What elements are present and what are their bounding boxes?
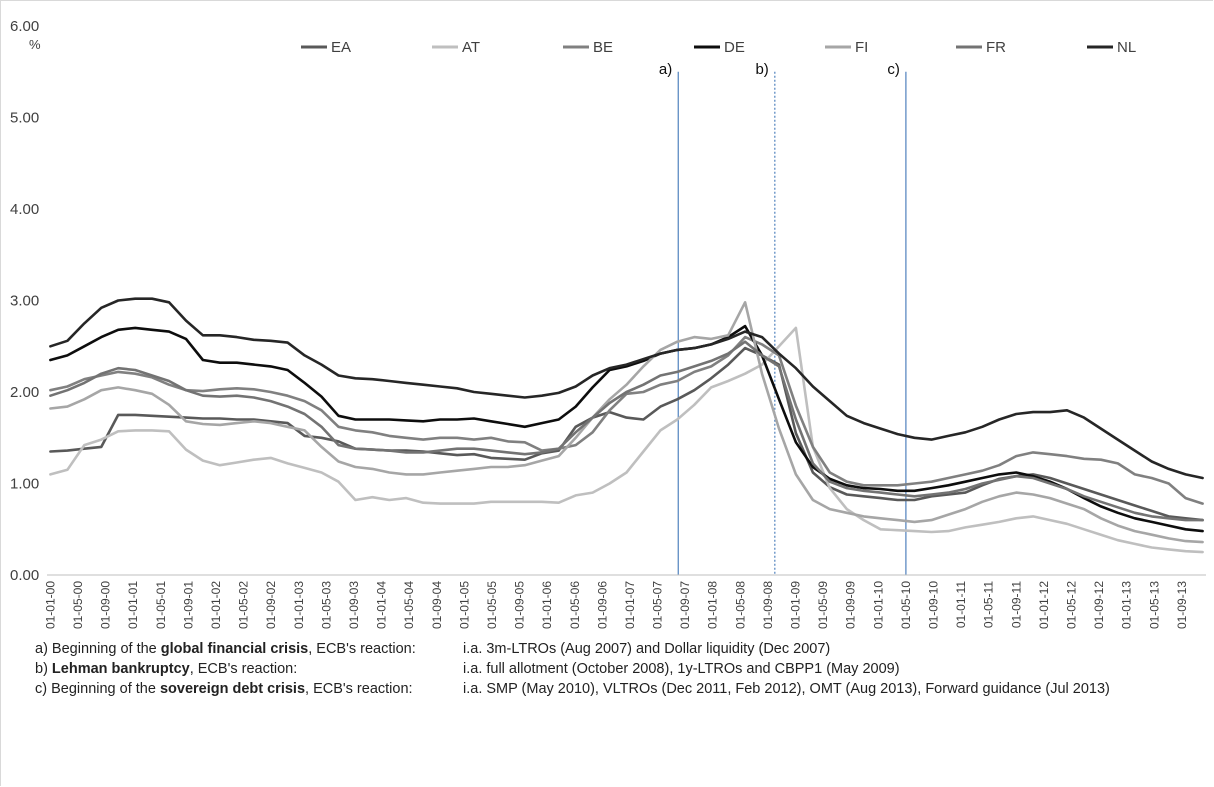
note-b-reaction: i.a. full allotment (October 2008), 1y-L… <box>463 661 900 677</box>
note-b-label: b) Lehman bankruptcy, ECB's reaction: <box>35 661 298 677</box>
series-line-fi <box>49 300 1204 544</box>
series-lines <box>49 297 1204 554</box>
line-chart: a) b) c) 0.00 1.00 2.00 3.00 4.00 5.00 6.00% 01-… <box>10 18 1206 629</box>
x-tick-label: 01-05-09 <box>816 581 830 629</box>
x-tick-label: 01-09-02 <box>264 581 278 629</box>
legend-label: EA <box>331 39 351 56</box>
x-tick-label: 01-01-03 <box>292 581 306 629</box>
note-c: c) Beginning of the sovereign debt crisi… <box>35 679 1163 699</box>
series-line-nl <box>49 297 1204 480</box>
note-a-label: a) Beginning of the global financial cri… <box>35 641 416 657</box>
series-line-at <box>49 326 1204 554</box>
legend-label: DE <box>724 39 745 56</box>
x-tick-label: 01-09-03 <box>347 581 361 629</box>
legend-label: AT <box>462 39 480 56</box>
x-axis: 01-01-00 01-05-00 01-09-00 01-01-01 01-05-01… <box>43 574 1206 629</box>
y-tick-label: 4.00 <box>10 201 39 218</box>
series-line-de <box>49 324 1204 533</box>
x-tick-label: 01-05-02 <box>237 581 251 629</box>
x-tick-label: 01-05-06 <box>568 581 582 629</box>
x-tick-label: 01-01-07 <box>623 581 637 629</box>
x-tick-label: 01-09-11 <box>1009 581 1023 628</box>
x-tick-label: 01-05-10 <box>899 581 913 629</box>
x-tick-label: 01-05-01 <box>154 581 168 629</box>
legend: EA AT BE DE FI FR NL <box>301 39 1136 56</box>
x-tick-label: 01-01-11 <box>954 581 968 628</box>
x-tick-label: 01-01-02 <box>209 581 223 629</box>
x-tick-label: 01-05-11 <box>982 581 996 628</box>
y-tick-label: 2.00 <box>10 384 39 401</box>
y-tick-label: 5.00 <box>10 110 39 127</box>
x-tick-label: 01-09-06 <box>595 581 609 629</box>
y-axis: 0.00 1.00 2.00 3.00 4.00 5.00 6.00% <box>10 18 41 584</box>
x-tick-label: 01-01-00 <box>43 581 57 629</box>
x-tick-label: 01-05-12 <box>1064 581 1078 629</box>
x-tick-label: 01-05-08 <box>733 581 747 629</box>
x-tick-label: 01-01-12 <box>1037 581 1051 629</box>
event-marker-label: a) <box>659 61 672 78</box>
legend-label: BE <box>593 39 613 56</box>
event-marker-label: c) <box>887 61 900 78</box>
y-axis-unit: % <box>29 37 41 52</box>
y-tick-label: 6.00 <box>10 18 39 35</box>
x-tick-label: 01-01-13 <box>1120 581 1134 629</box>
series-line-be <box>49 335 1204 505</box>
x-tick-label: 01-09-13 <box>1175 581 1189 629</box>
x-tick-label: 01-05-04 <box>402 581 416 629</box>
x-tick-label: 01-09-10 <box>926 581 940 629</box>
note-c-label: c) Beginning of the sovereign debt crisi… <box>35 681 413 697</box>
x-tick-label: 01-01-01 <box>126 581 140 629</box>
x-tick-label: 01-05-00 <box>71 581 85 629</box>
note-c-reaction: i.a. SMP (May 2010), VLTROs (Dec 2011, F… <box>463 681 1110 697</box>
x-tick-label: 01-01-04 <box>375 581 389 629</box>
x-tick-label: 01-05-13 <box>1147 581 1161 629</box>
x-tick-label: 01-01-09 <box>789 581 803 629</box>
x-tick-label: 01-05-07 <box>651 581 665 629</box>
event-marker-label: b) <box>755 61 768 78</box>
x-tick-label: 01-09-01 <box>181 581 195 629</box>
note-a: a) Beginning of the global financial cri… <box>35 639 1163 659</box>
note-a-reaction: i.a. 3m-LTROs (Aug 2007) and Dollar liqu… <box>463 641 831 657</box>
y-tick-label: 1.00 <box>10 476 39 493</box>
x-tick-label: 01-09-07 <box>678 581 692 629</box>
annotation-notes: a) Beginning of the global financial cri… <box>35 639 1163 699</box>
x-tick-label: 01-01-08 <box>706 581 720 629</box>
x-tick-label: 01-01-10 <box>871 581 885 629</box>
x-tick-label: 01-09-08 <box>761 581 775 629</box>
x-tick-label: 01-09-12 <box>1092 581 1106 629</box>
x-tick-label: 01-01-05 <box>457 581 471 629</box>
legend-label: FI <box>855 39 868 56</box>
legend-label: FR <box>986 39 1006 56</box>
x-tick-label: 01-09-09 <box>844 581 858 629</box>
x-tick-label: 01-09-05 <box>513 581 527 629</box>
x-tick-label: 01-01-06 <box>540 581 554 629</box>
series-line-fr <box>49 340 1204 522</box>
x-tick-label: 01-09-04 <box>430 581 444 629</box>
y-tick-label: 0.00 <box>10 567 39 584</box>
legend-label: NL <box>1117 39 1136 56</box>
x-tick-label: 01-09-00 <box>99 581 113 629</box>
note-b: b) Lehman bankruptcy, ECB's reaction: i.… <box>35 659 1163 679</box>
x-tick-label: 01-05-03 <box>319 581 333 629</box>
x-tick-label: 01-05-05 <box>485 581 499 629</box>
y-tick-label: 3.00 <box>10 293 39 310</box>
